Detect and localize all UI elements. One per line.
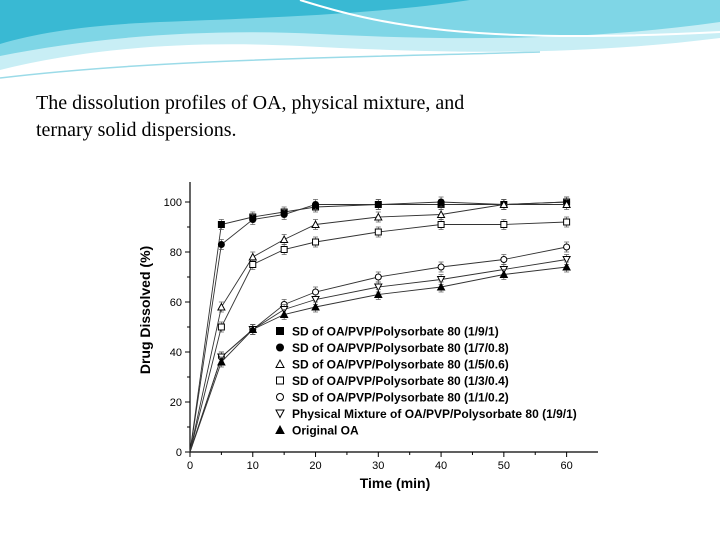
data-point (312, 201, 320, 208)
data-point (279, 234, 289, 243)
legend-marker (276, 376, 284, 385)
data-point (373, 289, 383, 298)
legend-label: SD of OA/PVP/Polysorbate 80 (1/1/0.2) (292, 391, 509, 405)
data-point (249, 216, 257, 223)
banner-streak (299, 0, 720, 38)
data-point (500, 221, 508, 228)
data-point (500, 256, 508, 263)
legend-label: Original OA (292, 424, 359, 438)
data-point (280, 211, 288, 218)
decorative-banner (0, 0, 720, 79)
chart-legend: SD of OA/PVP/Polysorbate 80 (1/9/1) SD of… (275, 325, 577, 438)
data-point (436, 276, 446, 285)
slide-title-line: ternary solid dispersions. (36, 119, 237, 141)
data-point (373, 283, 383, 292)
data-point (373, 212, 383, 221)
banner-streak (0, 51, 541, 79)
legend-label: SD of OA/PVP/Polysorbate 80 (1/5/0.6) (292, 358, 509, 372)
data-point (217, 323, 225, 331)
banner-wave-dark (0, 0, 470, 44)
y-tick-label: 20 (170, 397, 182, 409)
x-tick-label: 40 (435, 460, 447, 472)
x-axis-label: Time (min) (360, 475, 431, 491)
data-point (279, 309, 289, 318)
legend-marker (276, 343, 284, 352)
data-point (280, 246, 288, 253)
data-point (374, 201, 382, 208)
legend-marker (275, 424, 285, 434)
data-point (249, 261, 257, 268)
legend-label: Physical Mixture of OA/PVP/Polysorbate 8… (292, 407, 577, 421)
y-tick-label: 60 (170, 297, 182, 309)
data-point (311, 302, 320, 311)
chart-series (189, 196, 571, 453)
data-point (217, 241, 225, 248)
data-series (189, 216, 571, 453)
data-point (374, 228, 382, 236)
data-point (217, 357, 226, 366)
chart-axes: 0 20 40 60 80 100 0 10 20 30 40 50 60 (164, 182, 598, 472)
data-point (248, 324, 258, 333)
data-point (217, 302, 226, 311)
data-point (562, 262, 571, 271)
data-point (437, 198, 445, 206)
y-tick-label: 100 (164, 197, 182, 209)
data-point (312, 288, 320, 296)
data-point (311, 219, 320, 228)
data-point (437, 263, 445, 271)
data-series (189, 199, 571, 453)
y-axis-label: Drug Dissolved (%) (137, 246, 153, 374)
data-point (563, 243, 571, 251)
x-tick-label: 30 (372, 460, 384, 472)
legend-marker (275, 358, 285, 368)
data-point (311, 296, 320, 305)
data-point (248, 252, 258, 261)
y-tick-label: 80 (170, 247, 182, 259)
data-series (189, 196, 571, 453)
legend-label: SD of OA/PVP/Polysorbate 80 (1/9/1) (292, 325, 499, 339)
legend-label: SD of OA/PVP/Polysorbate 80 (1/7/0.8) (292, 341, 509, 355)
y-tick-label: 0 (176, 447, 182, 459)
data-point (499, 199, 509, 208)
data-point (312, 238, 320, 246)
dissolution-chart: 0 20 40 60 80 100 0 10 20 30 40 50 60 SD of OA/PVP/P… (137, 182, 598, 491)
y-tick-label: 40 (170, 347, 182, 359)
data-point (436, 209, 446, 218)
data-point (436, 282, 446, 291)
x-tick-label: 20 (309, 460, 321, 472)
data-point (562, 199, 571, 208)
data-point (217, 221, 225, 228)
legend-marker (276, 393, 284, 401)
data-point (499, 269, 509, 278)
slide-title: The dissolution profiles of OA, physical… (36, 90, 596, 144)
legend-marker (276, 327, 284, 335)
x-tick-label: 50 (498, 460, 510, 472)
data-point (562, 256, 571, 265)
x-tick-label: 60 (560, 460, 572, 472)
data-series (189, 261, 571, 453)
slide-title-line: The dissolution profiles of OA, physical… (36, 92, 465, 114)
data-point (563, 218, 571, 226)
x-tick-label: 10 (247, 460, 259, 472)
data-point (437, 221, 445, 228)
legend-marker (275, 409, 285, 419)
x-tick-label: 0 (187, 460, 193, 472)
legend-label: SD of OA/PVP/Polysorbate 80 (1/3/0.4) (292, 374, 509, 388)
data-point (374, 273, 382, 281)
